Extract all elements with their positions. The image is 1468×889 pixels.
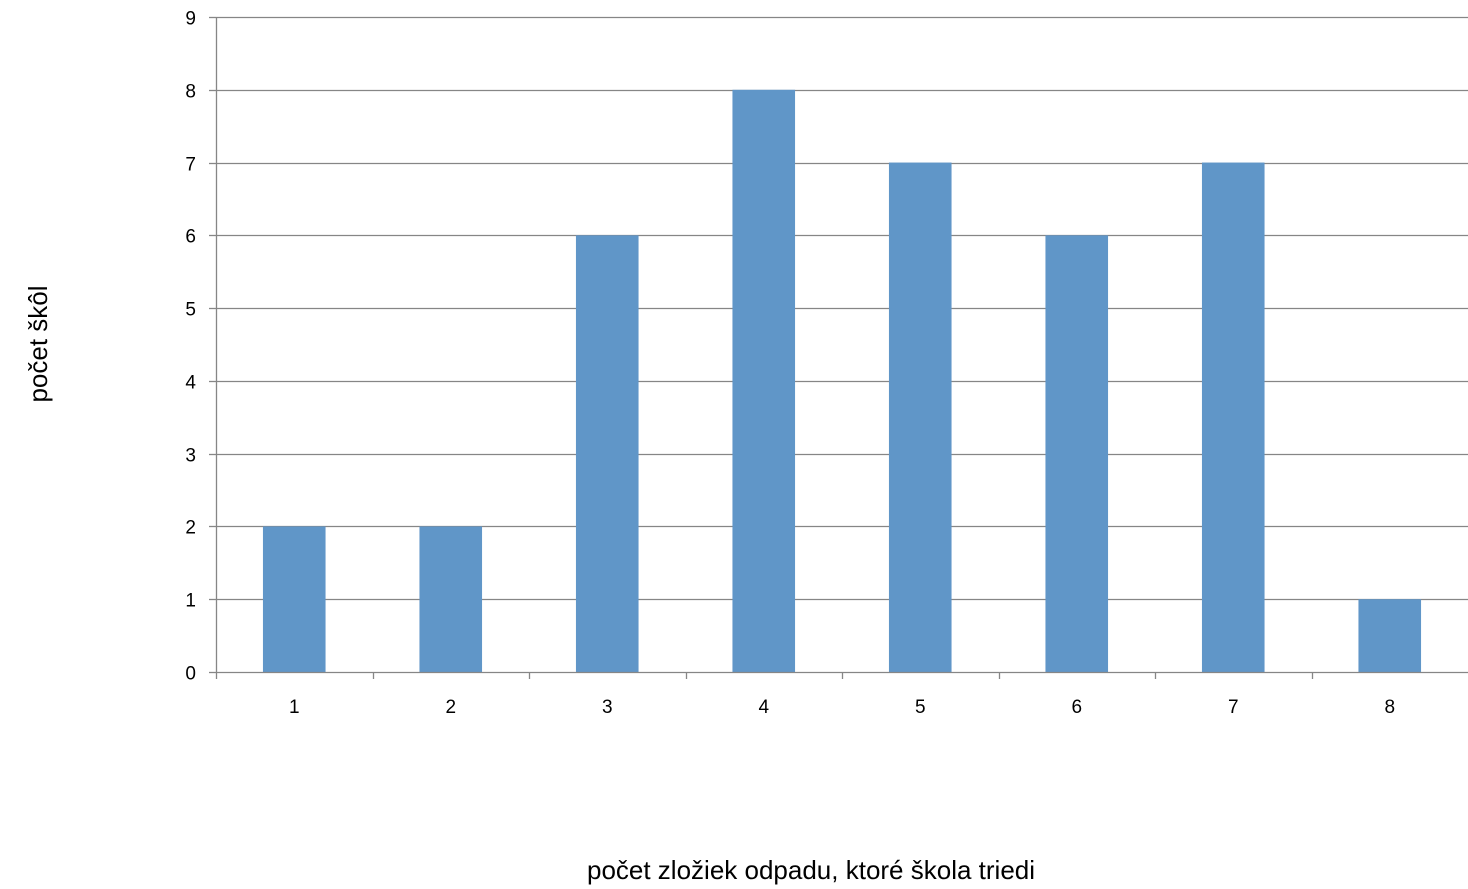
- y-tick-label: 9: [185, 9, 196, 30]
- x-tick-label: 3: [602, 697, 613, 718]
- bar-6: [1045, 235, 1109, 673]
- x-tick-label: 7: [1228, 697, 1239, 718]
- y-tick-label: 5: [185, 300, 196, 321]
- bar-2: [419, 526, 483, 672]
- x-tick-label: 6: [1071, 697, 1082, 718]
- y-tick-label: 7: [185, 155, 196, 176]
- y-tick-label: 1: [185, 591, 196, 612]
- x-tick-label: 2: [445, 697, 456, 718]
- bar-5: [888, 162, 952, 673]
- y-tick-label: 0: [185, 664, 196, 685]
- y-tick-label: 3: [185, 446, 196, 467]
- bar-3: [575, 235, 639, 673]
- x-tick-label: 8: [1384, 697, 1395, 718]
- x-axis-title: počet zložiek odpadu, ktoré škola triedi: [587, 855, 1035, 885]
- gridlines: [216, 16, 1468, 601]
- y-axis-title: počet škôl: [23, 285, 53, 402]
- bars: [262, 89, 1422, 673]
- bar-4: [732, 89, 796, 673]
- bar-7: [1201, 162, 1265, 673]
- y-tick-label: 2: [185, 518, 196, 539]
- y-tick-label: 6: [185, 227, 196, 248]
- y-tick-label: 8: [185, 82, 196, 103]
- x-tick-label: 5: [915, 697, 926, 718]
- y-tick-labels: 0 1 2 3 4 5 6 7 8 9: [185, 9, 196, 685]
- axes: [209, 16, 1468, 679]
- bar-8: [1358, 599, 1422, 672]
- x-tick-labels: 1 2 3 4 5 6 7 8: [289, 697, 1395, 718]
- x-tick-label: 4: [758, 697, 769, 718]
- bar-1: [262, 526, 326, 672]
- x-tick-label: 1: [289, 697, 300, 718]
- y-tick-label: 4: [185, 373, 196, 394]
